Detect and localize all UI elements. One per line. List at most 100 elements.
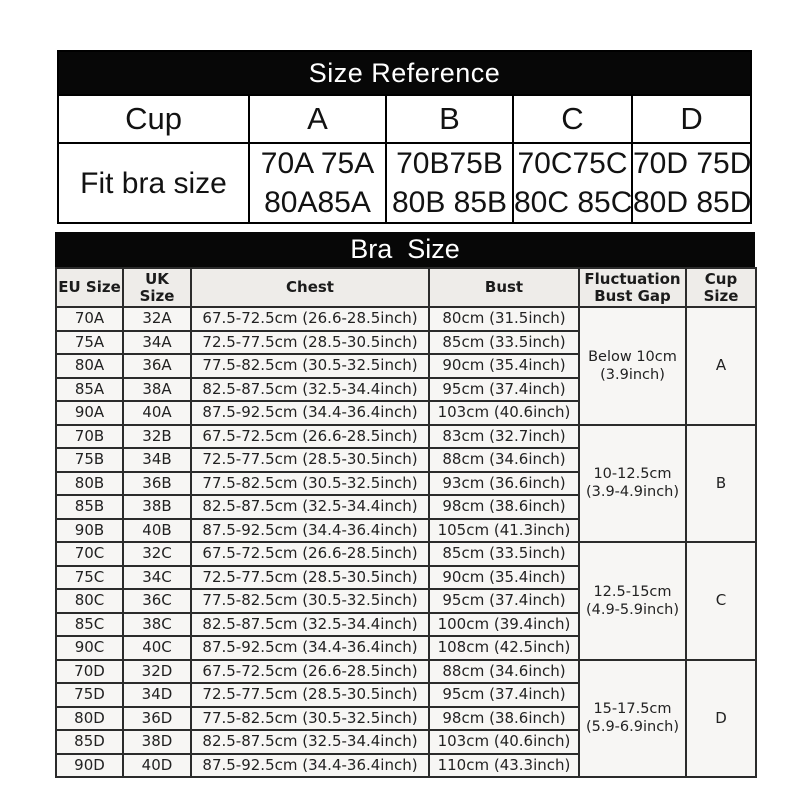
cup-size-cell-b: B [685, 423, 757, 543]
eu-size-cell: 75A [55, 329, 124, 355]
fit-sizes-cup-a: 70A 75A 80A85A [248, 142, 387, 224]
uk-size-cell: 38A [122, 376, 192, 402]
table-row: 75C 34C 72.5-77.5cm (28.5-30.5inch) 90cm… [55, 564, 756, 590]
eu-size-cell: 70B [55, 423, 124, 449]
bust-cell: 95cm (37.4inch) [428, 588, 580, 614]
table-row: 80D 36D 77.5-82.5cm (30.5-32.5inch) 98cm… [55, 705, 756, 731]
chest-cell: 72.5-77.5cm (28.5-30.5inch) [190, 447, 430, 473]
col-cup-line2: Size [703, 286, 739, 305]
uk-size-cell: 32C [122, 541, 192, 567]
chest-cell: 72.5-77.5cm (28.5-30.5inch) [190, 564, 430, 590]
chest-cell: 77.5-82.5cm (30.5-32.5inch) [190, 588, 430, 614]
eu-size-cell: 75B [55, 447, 124, 473]
fit-c-line1: 70C75C [517, 147, 628, 180]
table-row: 90B 40B 87.5-92.5cm (34.4-36.4inch) 105c… [55, 517, 756, 543]
bust-cell: 98cm (38.6inch) [428, 494, 580, 520]
fluctuation-gap-cell-c: 12.5-15cm (4.9-5.9inch) [578, 541, 687, 661]
table-row: 70B 32B 67.5-72.5cm (26.6-28.5inch) 83cm… [55, 423, 757, 543]
col-cup-line1: Cup [704, 269, 738, 288]
table-row: 90A 40A 87.5-92.5cm (34.4-36.4inch) 103c… [55, 400, 756, 426]
chest-cell: 77.5-82.5cm (30.5-32.5inch) [190, 470, 430, 496]
uk-size-cell: 40C [122, 635, 192, 661]
fit-d-line1: 70D 75D [633, 147, 752, 180]
uk-size-cell: 34C [122, 564, 192, 590]
col-fluctuation-bust-gap: Fluctuation Bust Gap [578, 267, 687, 308]
bra-size-header-row: EU Size UK Size Chest Bust Fluctuation B… [55, 267, 757, 308]
cup-a-header: A [248, 94, 387, 144]
cup-size-cell-d: D [685, 658, 757, 778]
fit-c-line2: 80C 85C [514, 186, 633, 219]
cup-d-header: D [630, 94, 753, 144]
gap-d-line2: (5.9-6.9inch) [585, 719, 680, 736]
uk-size-cell: 36A [122, 353, 192, 379]
col-uk-size-line1: UK [145, 269, 169, 288]
eu-size-cell: 85A [55, 376, 124, 402]
col-gap-line2: Bust Gap [594, 286, 671, 305]
table-row: 80A 36A 77.5-82.5cm (30.5-32.5inch) 90cm… [55, 353, 756, 379]
eu-size-cell: 80A [55, 353, 124, 379]
eu-size-cell: 75C [55, 564, 124, 590]
eu-size-cell: 90C [55, 635, 124, 661]
table-row: 80C 36C 77.5-82.5cm (30.5-32.5inch) 95cm… [55, 588, 756, 614]
uk-size-cell: 36B [122, 470, 192, 496]
fit-b-line2: 80B 85B [391, 186, 508, 219]
col-uk-size: UK Size [122, 267, 192, 308]
fit-a-line1: 70A 75A [260, 147, 375, 180]
table-row: 75B 34B 72.5-77.5cm (28.5-30.5inch) 88cm… [55, 447, 756, 473]
bust-cell: 98cm (38.6inch) [428, 705, 580, 731]
cup-size-cell-c: C [685, 541, 757, 661]
gap-d-line1: 15-17.5cm [593, 701, 672, 718]
size-reference-title-bar: Size Reference [56, 50, 753, 96]
gap-a-line1: Below 10cm [588, 348, 677, 365]
chest-cell: 72.5-77.5cm (28.5-30.5inch) [190, 682, 430, 708]
cup-size-cell-a: A [685, 306, 757, 426]
cup-label: Cup [57, 94, 250, 144]
table-row: 90C 40C 87.5-92.5cm (34.4-36.4inch) 108c… [55, 635, 756, 661]
bra-size-title-bar: Bra Size [55, 232, 755, 267]
fit-sizes-cup-b: 70B75B 80B 85B [385, 142, 514, 224]
eu-size-cell: 70A [55, 306, 124, 332]
chest-cell: 82.5-87.5cm (32.5-34.4inch) [190, 494, 430, 520]
bust-cell: 85cm (33.5inch) [428, 541, 580, 567]
uk-size-cell: 38C [122, 611, 192, 637]
fluctuation-gap-cell-b: 10-12.5cm (3.9-4.9inch) [578, 423, 687, 543]
eu-size-cell: 85B [55, 494, 124, 520]
cup-c-header: C [512, 94, 633, 144]
gap-c-line1: 12.5-15cm [593, 583, 672, 600]
fluctuation-gap-cell-a: Below 10cm (3.9inch) [578, 306, 687, 426]
bust-cell: 105cm (41.3inch) [428, 517, 580, 543]
chest-cell: 87.5-92.5cm (34.4-36.4inch) [190, 752, 430, 778]
chest-cell: 67.5-72.5cm (26.6-28.5inch) [190, 541, 430, 567]
uk-size-cell: 38D [122, 729, 192, 755]
bust-cell: 83cm (32.7inch) [428, 423, 580, 449]
eu-size-cell: 90D [55, 752, 124, 778]
table-row: 70A 32A 67.5-72.5cm (26.6-28.5inch) 80cm… [55, 306, 757, 426]
bust-cell: 103cm (40.6inch) [428, 729, 580, 755]
chest-cell: 87.5-92.5cm (34.4-36.4inch) [190, 517, 430, 543]
fit-sizes-cup-c: 70C75C 80C 85C [512, 142, 633, 224]
fit-d-line2: 80D 85D [633, 186, 752, 219]
table-row: 90D 40D 87.5-92.5cm (34.4-36.4inch) 110c… [55, 752, 756, 778]
uk-size-cell: 40A [122, 400, 192, 426]
eu-size-cell: 70C [55, 541, 124, 567]
table-row: 85A 38A 82.5-87.5cm (32.5-34.4inch) 95cm… [55, 376, 756, 402]
bust-cell: 110cm (43.3inch) [428, 752, 580, 778]
bust-cell: 90cm (35.4inch) [428, 353, 580, 379]
table-row: 75A 34A 72.5-77.5cm (28.5-30.5inch) 85cm… [55, 329, 756, 355]
chest-cell: 77.5-82.5cm (30.5-32.5inch) [190, 353, 430, 379]
size-reference-table: Size Reference Cup A B C D Fit bra size … [56, 50, 753, 224]
bust-cell: 93cm (36.6inch) [428, 470, 580, 496]
table-row: 85B 38B 82.5-87.5cm (32.5-34.4inch) 98cm… [55, 494, 756, 520]
col-cup-size: Cup Size [685, 267, 757, 308]
bust-cell: 95cm (37.4inch) [428, 682, 580, 708]
uk-size-cell: 38B [122, 494, 192, 520]
chest-cell: 67.5-72.5cm (26.6-28.5inch) [190, 423, 430, 449]
cup-header-row: Cup A B C D [57, 94, 753, 144]
eu-size-cell: 80C [55, 588, 124, 614]
gap-b-line2: (3.9-4.9inch) [585, 484, 680, 501]
size-reference-title-row: Size Reference [56, 50, 753, 96]
chest-cell: 87.5-92.5cm (34.4-36.4inch) [190, 635, 430, 661]
fit-sizes-cup-d: 70D 75D 80D 85D [630, 142, 753, 224]
bra-size-table: EU Size UK Size Chest Bust Fluctuation B… [55, 267, 757, 778]
uk-size-cell: 40B [122, 517, 192, 543]
